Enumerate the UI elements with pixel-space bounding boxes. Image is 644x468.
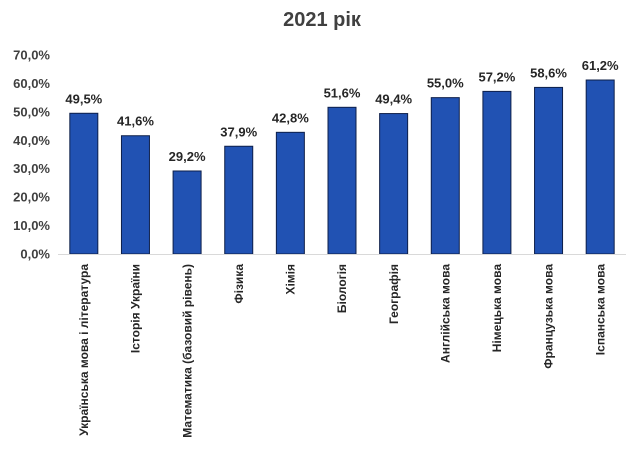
data-label: 29,2%: [169, 149, 206, 164]
x-axis: Українська мова і література Історія Укра…: [58, 254, 626, 438]
bar: [430, 97, 460, 255]
category-label: Біологія: [335, 264, 349, 313]
data-labels-group: 49,5% 41,6% 29,2% 37,9% 42,8% 51,6% 49,4% 55,0%…: [65, 58, 619, 164]
bar: [327, 106, 357, 255]
bar: [275, 131, 305, 255]
category-label: Англійська мова: [438, 264, 452, 363]
data-label: 41,6%: [117, 114, 154, 129]
y-tick-label: 60,0%: [13, 76, 50, 91]
category-label: Українська мова і література: [77, 264, 91, 436]
category-label-group: Історія України: [129, 264, 143, 353]
category-label-group: Географія: [387, 264, 401, 324]
category-label: Іспанська мова: [593, 264, 607, 356]
category-label: Хімія: [284, 264, 298, 295]
category-label: Географія: [387, 264, 401, 324]
y-tick-label: 70,0%: [13, 48, 50, 63]
category-label-group: Математика (базовий рівень): [180, 264, 194, 438]
y-tick-label: 0,0%: [20, 247, 50, 262]
category-label: Фізика: [232, 264, 246, 304]
bar: [379, 113, 409, 255]
y-tick-label: 10,0%: [13, 218, 50, 233]
data-label: 55,0%: [427, 76, 464, 91]
category-label: Історія України: [129, 264, 143, 353]
bar: [585, 79, 615, 255]
category-label-group: Англійська мова: [438, 264, 452, 363]
category-label: Французька мова: [542, 264, 556, 369]
y-tick-label: 40,0%: [13, 133, 50, 148]
data-label: 49,5%: [65, 91, 102, 106]
category-label: Німецька мова: [490, 264, 504, 353]
bar: [69, 112, 99, 255]
category-label-group: Іспанська мова: [593, 264, 607, 356]
y-axis: 0,0% 10,0% 20,0% 30,0% 40,0% 50,0% 60,0% 70,0%: [13, 48, 50, 262]
bars-group: [69, 79, 615, 255]
data-label: 37,9%: [220, 124, 257, 139]
category-label-group: Фізика: [232, 264, 246, 304]
category-label-group: Українська мова і література: [77, 264, 91, 436]
data-label: 49,4%: [375, 92, 412, 107]
bar: [534, 86, 564, 255]
bar: [120, 135, 150, 255]
category-label: Математика (базовий рівень): [180, 264, 194, 438]
y-tick-label: 50,0%: [13, 104, 50, 119]
data-label: 51,6%: [324, 85, 361, 100]
data-label: 61,2%: [582, 58, 619, 73]
y-tick-label: 30,0%: [13, 161, 50, 176]
chart-title: 2021 рік: [283, 9, 362, 31]
data-label: 57,2%: [478, 69, 515, 84]
category-label-group: Біологія: [335, 264, 349, 313]
category-label-group: Хімія: [284, 264, 298, 295]
category-label-group: Німецька мова: [490, 264, 504, 353]
bar: [224, 145, 254, 255]
bar: [482, 90, 512, 255]
data-label: 58,6%: [530, 65, 567, 80]
bar: [172, 170, 202, 255]
y-tick-label: 20,0%: [13, 190, 50, 205]
data-label: 42,8%: [272, 110, 309, 125]
category-label-group: Французька мова: [542, 264, 556, 369]
